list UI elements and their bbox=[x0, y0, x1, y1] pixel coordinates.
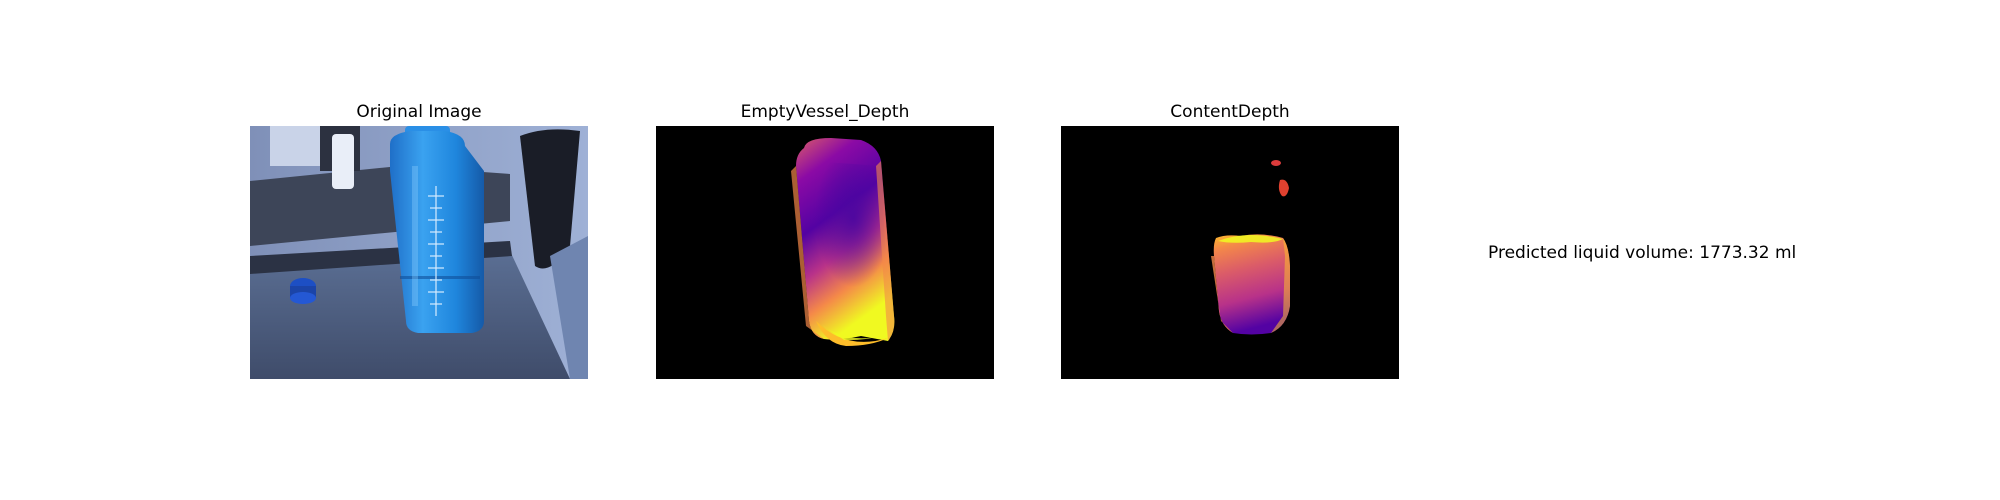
content-depth-heatmap bbox=[1211, 160, 1290, 335]
empty-vessel-heatmap bbox=[791, 138, 895, 346]
empty-vessel-depth-title: EmptyVessel_Depth bbox=[740, 102, 910, 122]
empty-vessel-depth-map bbox=[656, 126, 994, 379]
original-image-title: Original Image bbox=[356, 102, 482, 122]
original-image bbox=[250, 126, 588, 379]
content-depth-map bbox=[1061, 126, 1399, 379]
original-photo-illustration bbox=[250, 126, 588, 379]
content-depth-title: ContentDepth bbox=[1170, 102, 1290, 122]
predicted-volume-label: Predicted liquid volume: 1773.32 ml bbox=[1488, 243, 1797, 263]
